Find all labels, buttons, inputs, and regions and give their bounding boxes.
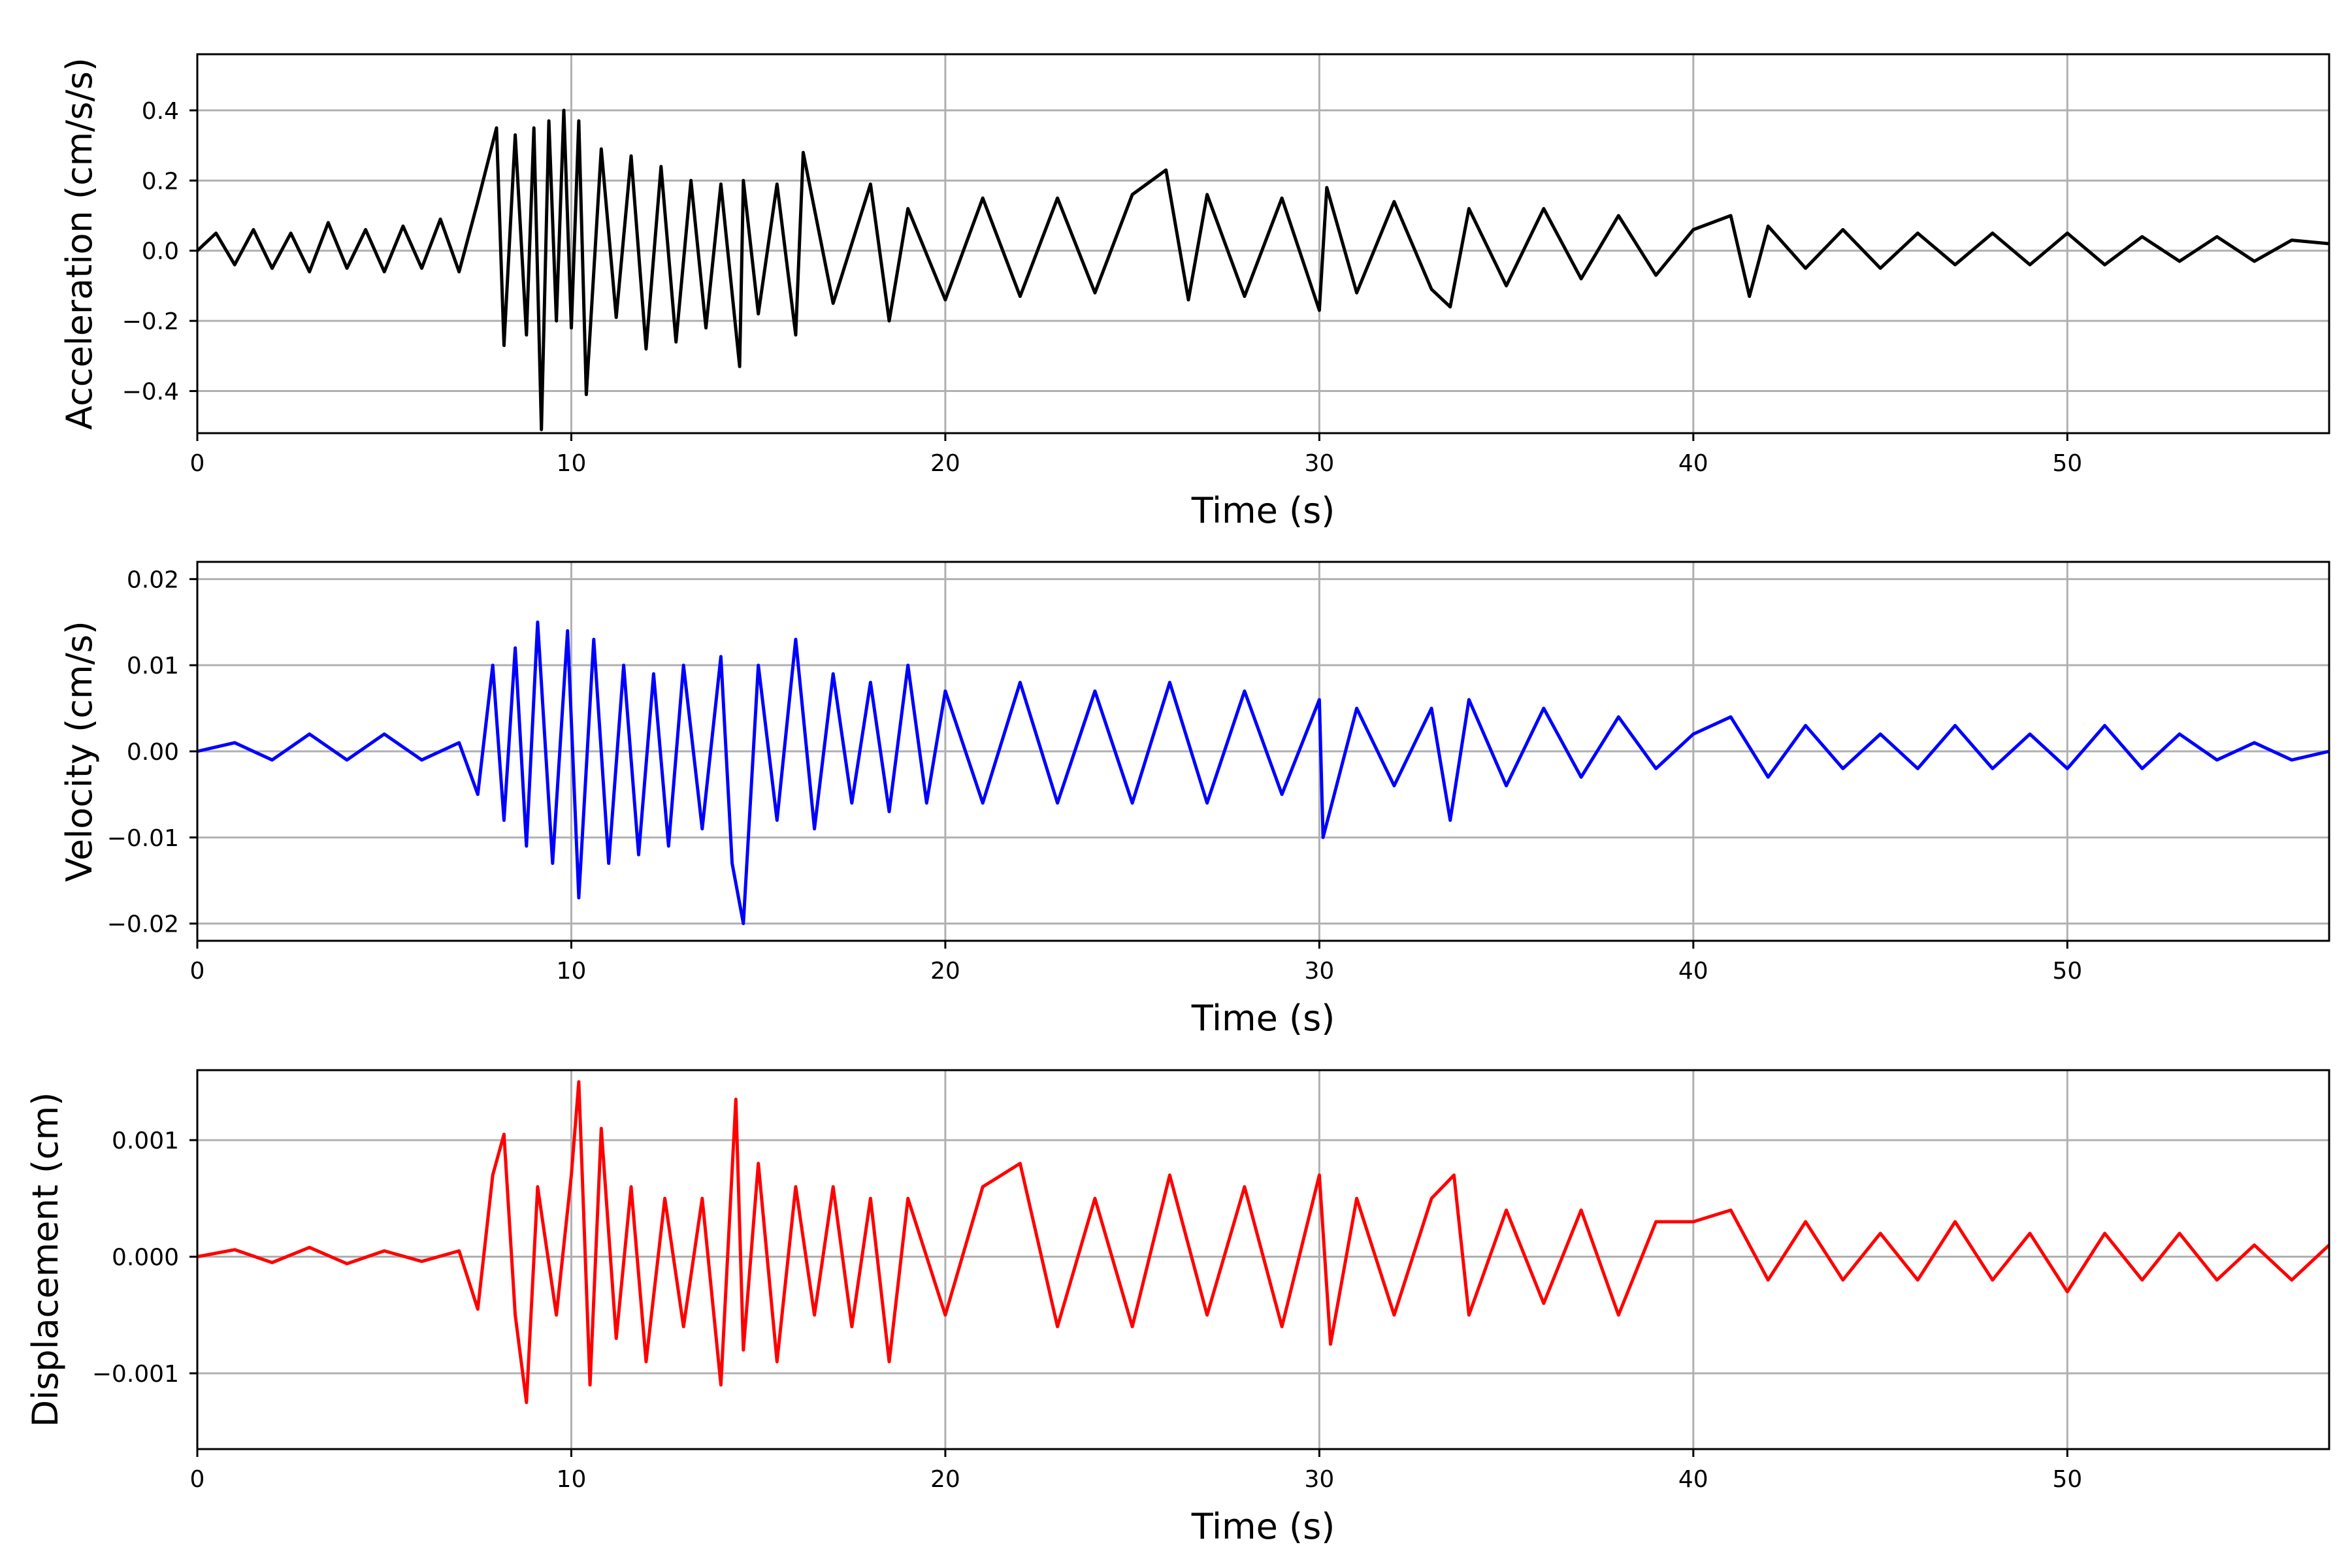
velocity-plot-frame [196,561,2330,942]
acceleration-y-tick-label: 0.0 [142,238,179,265]
acceleration-y-axis-label: Acceleration (cm/s/s) [59,57,100,430]
velocity-y-tick-label: 0.02 [127,566,179,593]
acceleration-series-line [196,108,2330,432]
displacement-x-tick-label: 30 [1304,1466,1334,1493]
acceleration-y-gridlines [189,109,2329,393]
velocity-x-tick-labels: 0 10 20 30 40 50 [190,958,2083,985]
velocity-y-tick-label: −0.02 [107,911,179,938]
velocity-series-line [197,620,2330,926]
acceleration-x-tick-label: 0 [190,450,205,477]
velocity-x-tick-label: 50 [2052,958,2082,985]
displacement-x-gridlines [196,1070,2068,1457]
displacement-series-line [197,1080,2330,1405]
displacement-y-tick-label: 0.000 [112,1245,179,1271]
acceleration-x-tick-labels: 0 10 20 30 40 50 [190,450,2083,477]
velocity-x-tick-label: 10 [557,958,587,985]
displacement-x-tick-label: 20 [930,1466,960,1493]
displacement-x-tick-label: 50 [2052,1466,2082,1493]
velocity-y-tick-label: 0.01 [127,653,179,679]
displacement-y-tick-label: 0.001 [112,1128,179,1154]
velocity-x-tick-label: 40 [1678,958,1708,985]
displacement-y-tick-label: −0.001 [92,1361,179,1388]
acceleration-y-tick-label: 0.2 [142,168,179,195]
acceleration-x-tick-label: 20 [930,450,960,477]
displacement-y-tick-labels: 0.001 0.000 −0.001 [92,1128,179,1388]
velocity-y-tick-labels: 0.02 0.01 0.00 −0.01 −0.02 [107,566,179,938]
acceleration-x-tick-label: 50 [2052,450,2082,477]
displacement-x-tick-labels: 0 10 20 30 40 50 [190,1466,2083,1493]
velocity-y-axis-label: Velocity (cm/s) [59,621,100,882]
acceleration-x-tick-label: 30 [1304,450,1334,477]
velocity-y-tick-label: −0.01 [107,825,179,852]
acceleration-y-tick-label: −0.2 [122,308,179,335]
velocity-y-tick-label: 0.00 [127,739,179,766]
acceleration-plot-frame [196,53,2330,434]
acceleration-y-tick-label: −0.4 [122,379,179,406]
displacement-x-tick-label: 40 [1678,1466,1708,1493]
velocity-panel: 0 10 20 30 40 50 0.02 0.01 0.00 −0.01 −0.02 Time … [59,561,2330,1039]
acceleration-y-tick-label: 0.4 [142,98,179,125]
velocity-x-tick-label: 20 [930,958,960,985]
acceleration-x-axis-label: Time (s) [1191,490,1335,531]
velocity-x-axis-label: Time (s) [1191,998,1335,1039]
acceleration-panel: 0 10 20 30 40 50 0.4 0.2 0.0 −0.2 −0.4 Time (s) A… [59,53,2330,531]
displacement-x-axis-label: Time (s) [1191,1506,1335,1547]
acceleration-y-tick-labels: 0.4 0.2 0.0 −0.2 −0.4 [122,98,179,406]
displacement-x-tick-label: 0 [190,1466,205,1493]
displacement-plot-frame [196,1069,2330,1450]
acceleration-x-tick-label: 10 [557,450,587,477]
displacement-y-axis-label: Displacement (cm) [25,1092,66,1428]
displacement-x-tick-label: 10 [557,1466,587,1493]
velocity-x-tick-label: 0 [190,958,205,985]
acceleration-x-tick-label: 40 [1678,450,1708,477]
velocity-x-tick-label: 30 [1304,958,1334,985]
displacement-panel: 0 10 20 30 40 50 0.001 0.000 −0.001 Time (s) Di… [25,1069,2330,1547]
